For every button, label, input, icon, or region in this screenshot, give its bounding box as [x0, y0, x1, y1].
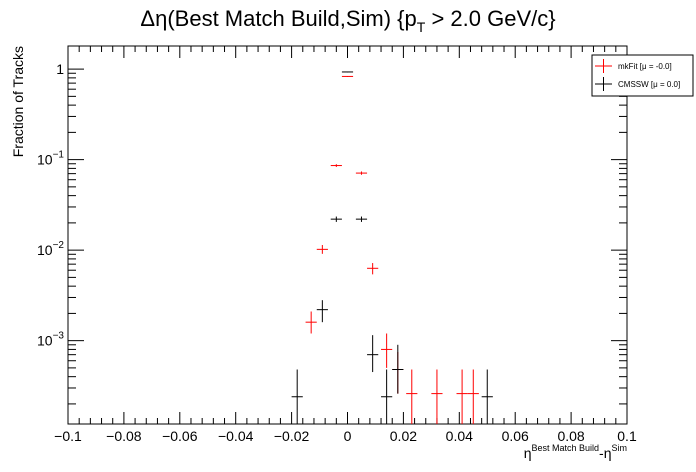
- y-tick-label: 1: [56, 61, 64, 77]
- y-tick-label: 10−1: [37, 150, 64, 168]
- x-tick-label: 0.08: [557, 428, 584, 444]
- x-axis-title-sup1: Best Match Build: [532, 443, 600, 453]
- x-tick-label: −0.04: [218, 428, 254, 444]
- x-axis-title-eta2: -η: [599, 445, 611, 461]
- y-tick-label: 10−3: [37, 331, 64, 349]
- x-tick-label: 0: [344, 428, 352, 444]
- y-axis-title: Fraction of Tracks: [10, 46, 26, 157]
- legend: mkFit [μ = -0.0] CMSSW [μ = 0.0]: [591, 54, 694, 97]
- x-tick-label: 0.1: [617, 428, 637, 444]
- legend-box: [591, 54, 694, 97]
- x-tick-label: −0.02: [274, 428, 310, 444]
- y-tick-label: 10−2: [37, 240, 64, 258]
- x-tick-label: −0.06: [162, 428, 198, 444]
- x-axis-title: ηBest Match Build-ηSim: [524, 443, 627, 461]
- series-mkfit: [305, 75, 479, 424]
- x-tick-label: 0.06: [502, 428, 529, 444]
- x-tick-label: −0.08: [106, 428, 142, 444]
- x-axis-title-eta1: η: [524, 445, 532, 461]
- x-tick-label: −0.1: [54, 428, 82, 444]
- x-tick-label: 0.04: [446, 428, 473, 444]
- x-tick-label: 0.02: [390, 428, 417, 444]
- chart-title-subscript: T: [417, 19, 426, 35]
- series-cmssw: [291, 71, 493, 424]
- chart-title-tail: > 2.0 GeV/c}: [425, 6, 555, 31]
- plot-frame: [67, 45, 628, 425]
- legend-label-cmssw: CMSSW [μ = 0.0]: [618, 80, 680, 89]
- chart-title-main: Δη(Best Match Build,Sim) {p: [140, 6, 416, 31]
- x-axis-title-sup2: Sim: [612, 443, 628, 453]
- legend-label-mkfit: mkFit [μ = -0.0]: [618, 62, 672, 71]
- chart-title: Δη(Best Match Build,Sim) {pT > 2.0 GeV/c…: [140, 6, 555, 35]
